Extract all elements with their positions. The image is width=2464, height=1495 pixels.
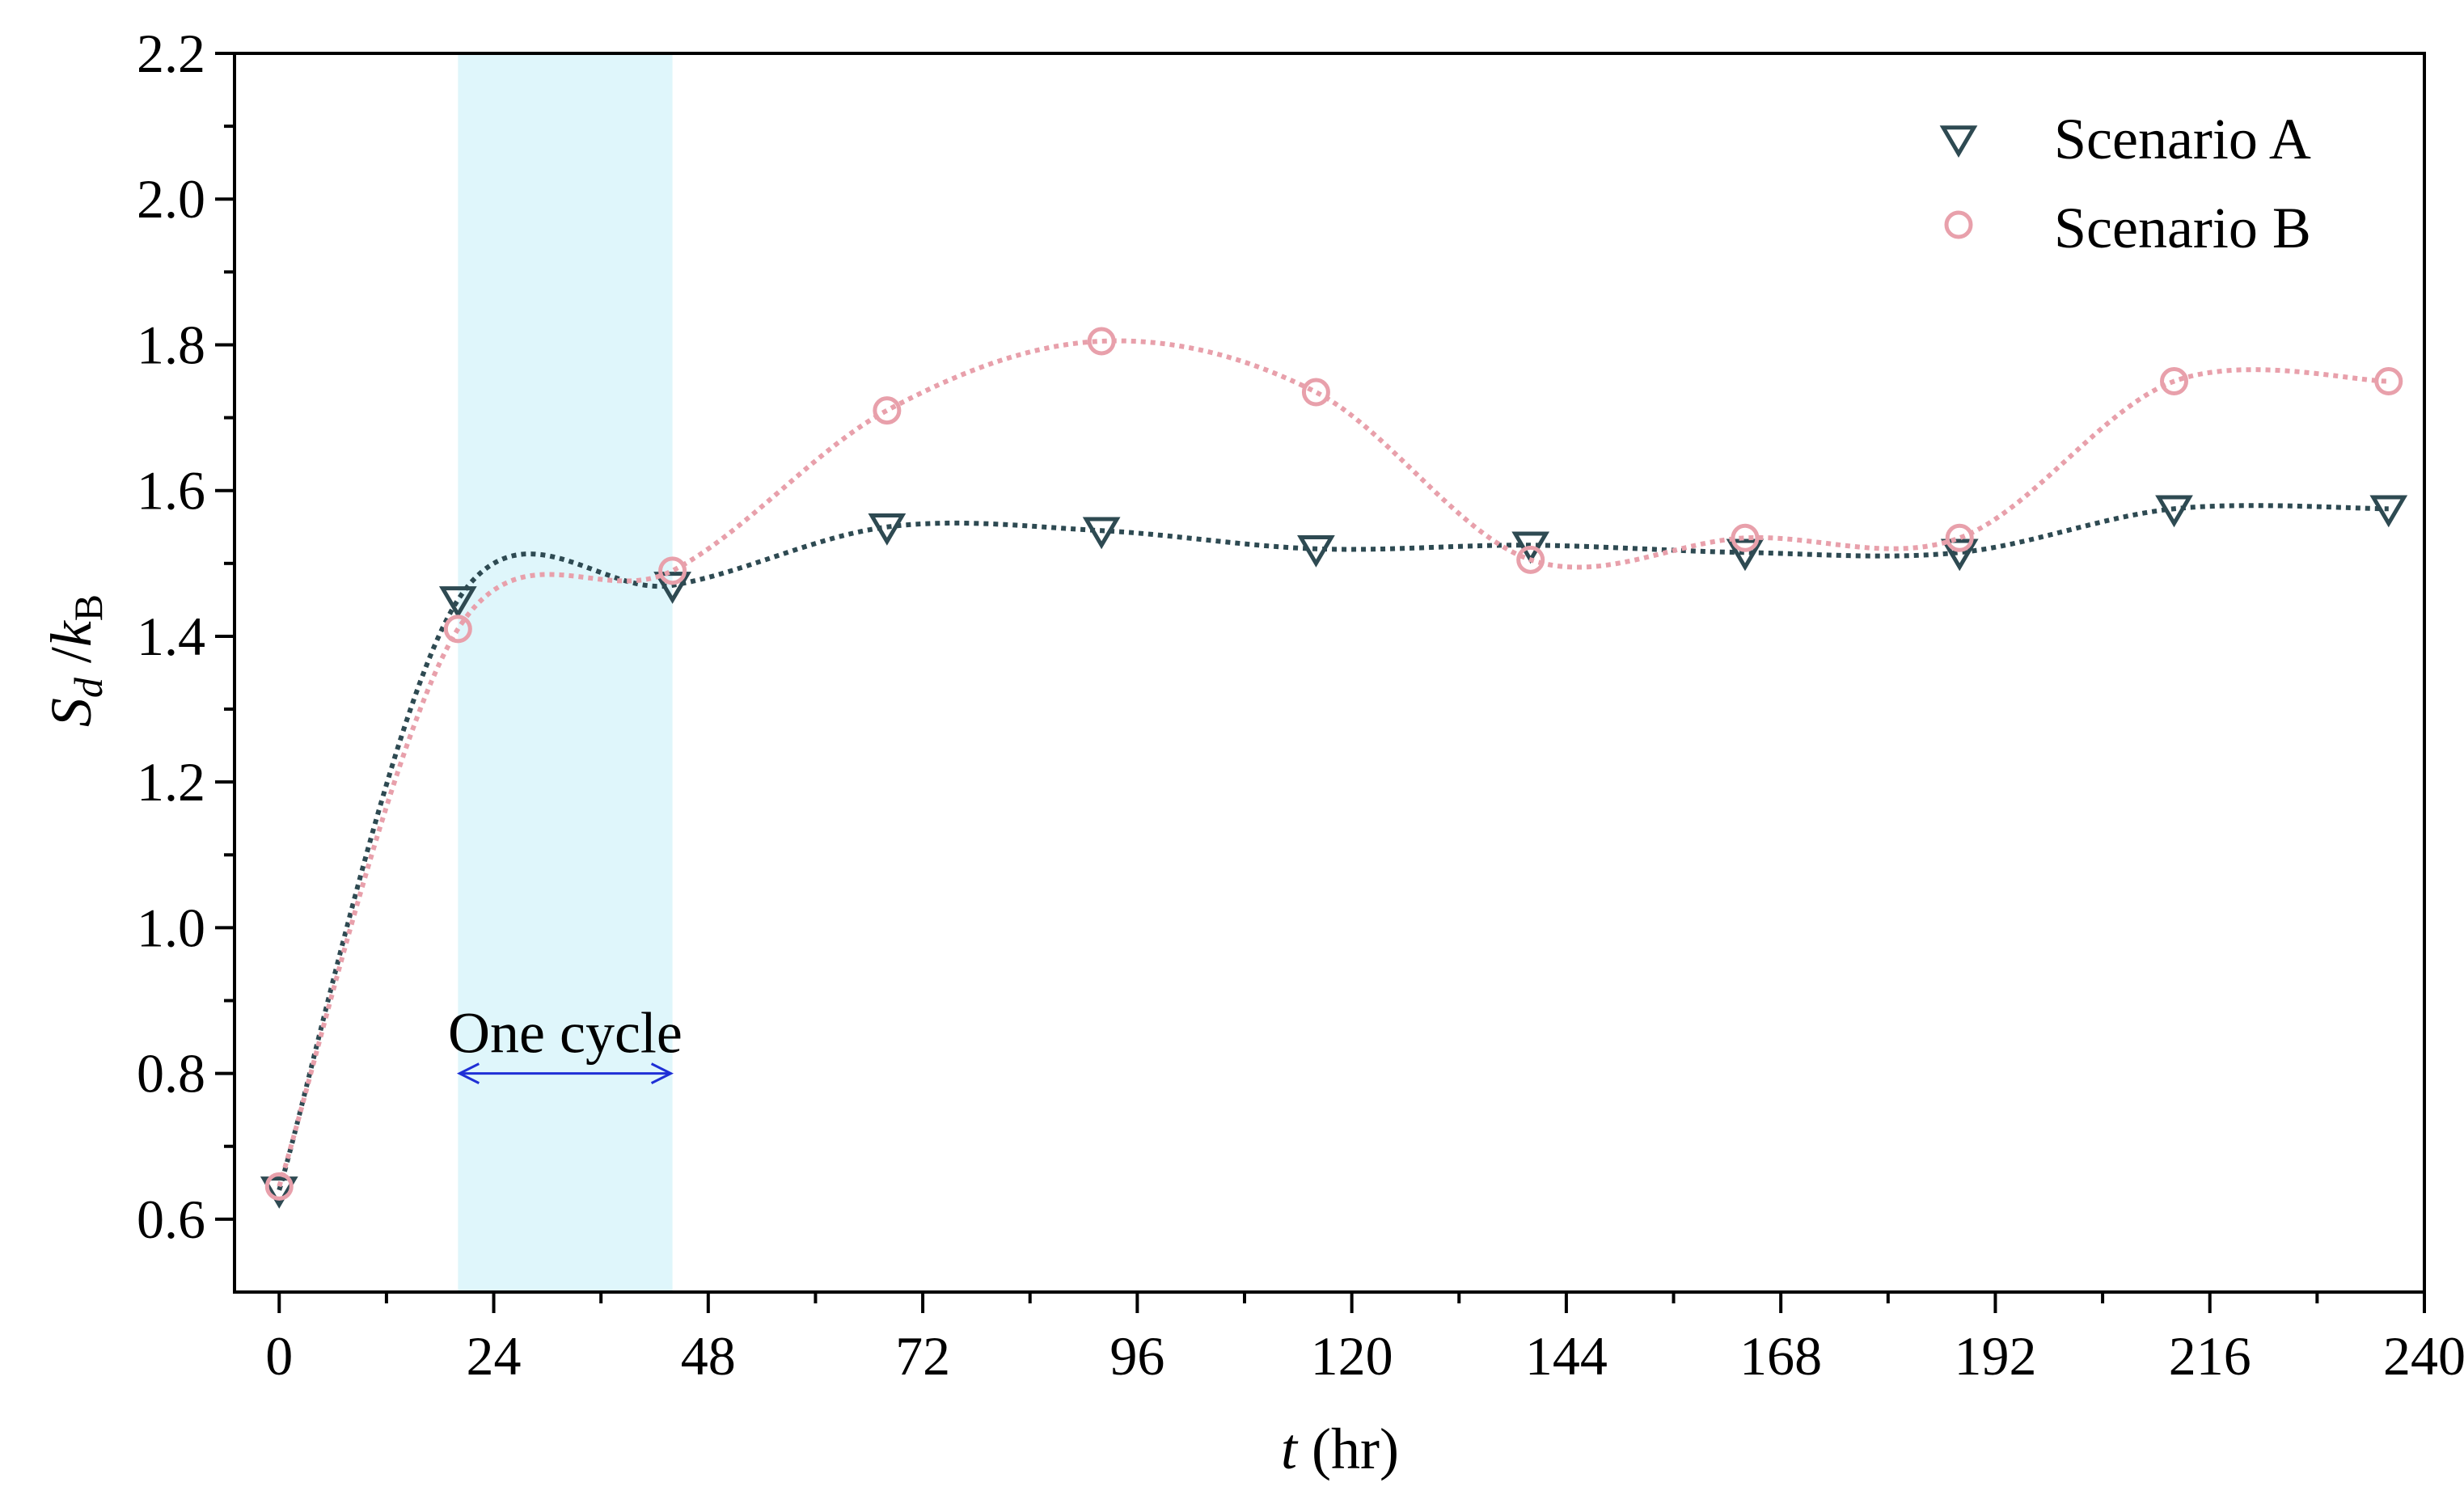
x-tick-label: 168 [1739, 1325, 1822, 1387]
data-point [653, 572, 691, 604]
data-point [2369, 495, 2408, 528]
series-layer [260, 327, 2408, 1209]
y-tick-label: 1.0 [137, 897, 205, 958]
data-point [1726, 538, 1765, 572]
legend-marker-scenario-b [1944, 210, 1973, 239]
y-tick-label: 1.8 [137, 314, 205, 375]
x-tick-label: 72 [895, 1325, 950, 1387]
x-tick-label: 240 [2383, 1325, 2464, 1387]
y-tick-label: 1.2 [137, 751, 205, 813]
shaded-cycle-region [458, 53, 673, 1292]
legend-label-scenario-a: Scenario A [2054, 107, 2311, 171]
y-axis-slash: / [39, 647, 104, 678]
data-point [438, 586, 477, 619]
legend-marker-icon [1944, 210, 1973, 239]
data-point [2374, 367, 2403, 396]
data-point [1945, 523, 1974, 552]
shaded-region [458, 53, 673, 1292]
data-point [1087, 327, 1116, 356]
annotation-arrowhead-left [456, 1062, 480, 1084]
annotation-arrowhead-right [650, 1062, 674, 1084]
data-point [658, 556, 687, 585]
y-tick-label: 2.2 [137, 23, 205, 84]
data-point [868, 513, 907, 546]
legend-label-scenario-b: Scenario B [2054, 196, 2311, 260]
series-scenario-b [264, 327, 2403, 1201]
data-point [2155, 495, 2193, 528]
y-axis-subscript-b: B [66, 594, 111, 621]
x-tick-label: 216 [2169, 1325, 2251, 1387]
annotation-label: One cycle [448, 1001, 683, 1066]
x-axis-title: t (hr) [1281, 1417, 1399, 1481]
data-point [1082, 517, 1121, 550]
x-tick-label: 120 [1311, 1325, 1393, 1387]
series-scenario-a [260, 495, 2408, 1209]
x-axis-var: t [1281, 1417, 1299, 1481]
y-tick-label: 0.6 [137, 1189, 205, 1250]
x-tick-label: 144 [1525, 1325, 1608, 1387]
x-tick-label: 192 [1954, 1325, 2036, 1387]
one-cycle-annotation: One cycle [448, 1001, 683, 1084]
legend-marker-icon [1939, 125, 1978, 158]
y-axis-k: k [39, 619, 104, 647]
data-point [260, 1176, 298, 1209]
data-point [1511, 531, 1550, 564]
x-tick-label: 48 [681, 1325, 736, 1387]
legend-item-scenario-b: Scenario B [1944, 196, 2311, 260]
data-point [2160, 367, 2189, 396]
y-tick-label: 0.8 [137, 1043, 205, 1104]
data-point [1940, 538, 1979, 572]
y-tick-label: 2.0 [137, 168, 205, 230]
x-tick-label: 24 [467, 1325, 522, 1387]
y-tick-label: 1.6 [137, 460, 205, 522]
y-axis-title: Sd /kB [39, 594, 111, 727]
data-point [1297, 535, 1335, 568]
legend: Scenario A Scenario B [1939, 107, 2311, 260]
legend-marker-scenario-a [1939, 125, 1978, 158]
series-line [277, 338, 2389, 1188]
y-axis-symbol: S [39, 698, 104, 727]
data-point [1731, 523, 1760, 552]
y-tick-label: 1.4 [137, 606, 205, 667]
data-point [1516, 545, 1545, 574]
data-point [1301, 378, 1330, 407]
x-tick-label: 96 [1109, 1325, 1164, 1387]
tick-labels: 0 24 48 72 96 120 144 168 192 216 240 0.6 0.8 1.0 1.2 1… [137, 23, 2464, 1387]
y-axis-subscript-d: d [66, 677, 111, 698]
x-tick-label: 0 [265, 1325, 293, 1387]
series-line [277, 503, 2389, 1191]
axis-ticks [215, 52, 2426, 1313]
data-point [873, 396, 902, 425]
data-point [443, 614, 472, 644]
x-axis-unit: (hr) [1297, 1417, 1399, 1481]
legend-item-scenario-a: Scenario A [1939, 107, 2311, 171]
plot-frame [233, 52, 2426, 1294]
data-point [264, 1172, 294, 1201]
